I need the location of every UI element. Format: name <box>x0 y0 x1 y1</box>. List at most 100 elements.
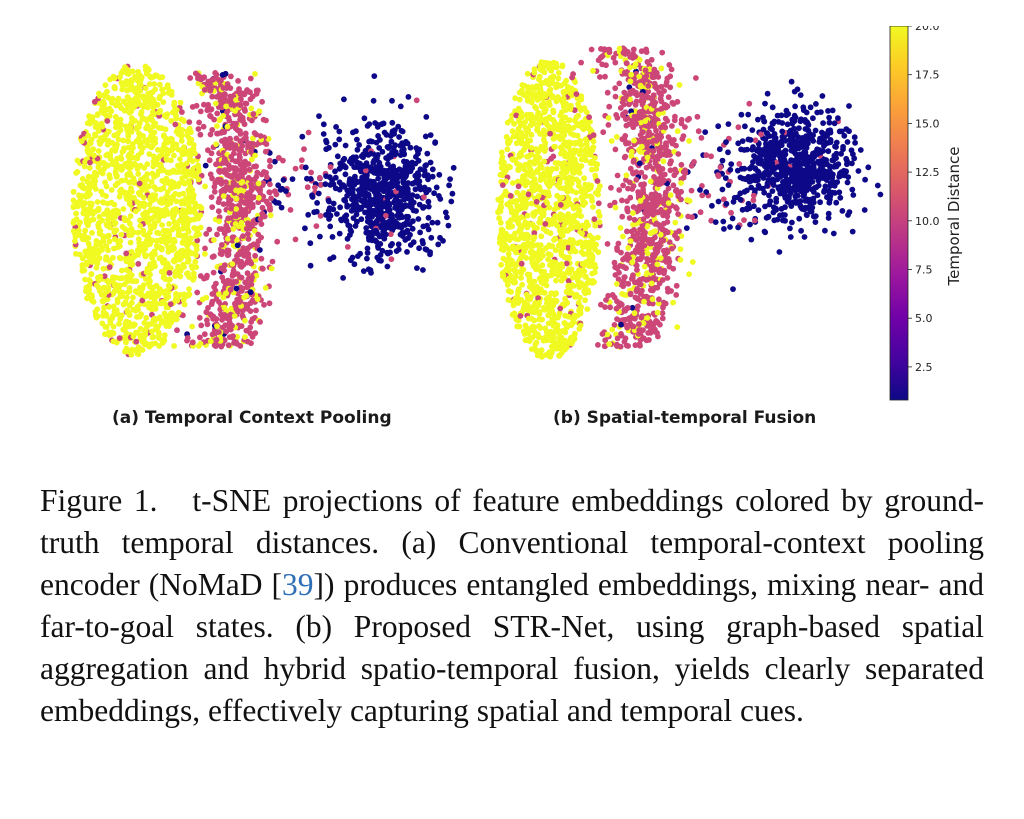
scatter-point <box>151 81 158 87</box>
scatter-point <box>218 129 225 136</box>
scatter-point <box>528 346 535 352</box>
scatter-point <box>148 94 154 101</box>
scatter-point <box>108 210 115 216</box>
scatter-point <box>244 270 251 277</box>
scatter-point <box>323 173 329 180</box>
scatter-point <box>96 230 103 237</box>
scatter-point <box>676 82 683 88</box>
scatter-point <box>425 176 431 183</box>
scatter-point <box>232 125 239 132</box>
scatter-point <box>165 85 171 91</box>
scatter-point <box>377 241 384 247</box>
scatter-point <box>192 210 198 216</box>
scatter-point <box>635 303 641 310</box>
scatter-point <box>708 217 715 224</box>
scatter-point <box>660 304 666 311</box>
scatter-point <box>788 78 795 85</box>
scatter-point <box>396 134 402 140</box>
scatter-point <box>166 170 172 176</box>
scatter-point <box>111 221 118 228</box>
scatter-point <box>813 101 819 107</box>
scatter-point <box>727 224 733 230</box>
scatter-point <box>236 174 243 180</box>
scatter-point <box>188 263 195 269</box>
scatter-point <box>351 164 358 171</box>
scatter-point <box>627 54 634 60</box>
scatter-point <box>177 273 184 280</box>
scatter-point <box>525 191 532 198</box>
scatter-point <box>765 177 772 184</box>
scatter-point <box>381 129 388 136</box>
scatter-point <box>202 162 209 169</box>
scatter-point <box>171 258 178 265</box>
scatter-point <box>135 261 142 267</box>
scatter-point <box>155 109 162 116</box>
scatter-point <box>745 111 752 118</box>
scatter-point <box>194 289 201 296</box>
scatter-point <box>260 116 267 123</box>
scatter-point <box>350 215 357 222</box>
scatter-point <box>350 129 356 136</box>
scatter-point <box>783 112 790 119</box>
scatter-point <box>166 270 173 276</box>
scatter-point <box>267 181 273 188</box>
scatter-point <box>87 217 94 224</box>
scatter-point <box>325 197 332 204</box>
scatter-point <box>414 170 421 177</box>
scatter-point <box>738 146 744 153</box>
scatter-point <box>798 227 804 234</box>
scatter-point <box>228 205 234 212</box>
scatter-point <box>201 275 207 282</box>
scatter-point <box>423 189 430 196</box>
scatter-point <box>106 264 113 270</box>
scatter-point <box>375 175 382 182</box>
scatter-point <box>383 155 389 161</box>
scatter-point <box>403 138 409 145</box>
scatter-point <box>209 175 216 182</box>
scatter-point <box>307 262 314 269</box>
scatter-point <box>202 245 208 252</box>
scatter-point <box>210 76 217 83</box>
scatter-point <box>118 255 124 262</box>
scatter-point <box>784 121 791 128</box>
scatter-point <box>769 126 775 133</box>
scatter-point <box>248 117 255 124</box>
scatter-point <box>211 284 218 290</box>
scatter-point <box>721 226 727 232</box>
scatter-point <box>233 187 240 194</box>
scatter-point <box>167 185 174 192</box>
scatter-point <box>216 226 223 232</box>
scatter-point <box>163 240 169 247</box>
tsne-scatter-panel-b <box>495 45 884 360</box>
scatter-point <box>124 80 130 87</box>
scatter-point <box>833 139 840 146</box>
scatter-point <box>514 323 521 330</box>
scatter-point <box>89 230 95 236</box>
scatter-point <box>82 276 88 283</box>
scatter-point <box>137 144 144 150</box>
scatter-point <box>769 188 776 195</box>
scatter-point <box>742 123 748 130</box>
scatter-point <box>735 140 742 147</box>
scatter-point <box>124 94 131 100</box>
scatter-point <box>245 231 251 237</box>
scatter-point <box>406 221 413 228</box>
scatter-point <box>84 212 90 219</box>
scatter-point <box>664 75 671 82</box>
scatter-point <box>403 213 410 220</box>
scatter-point <box>85 132 92 139</box>
scatter-point <box>644 59 651 65</box>
scatter-point <box>247 308 254 314</box>
scatter-point <box>388 138 395 145</box>
scatter-point <box>822 183 829 190</box>
scatter-point <box>373 164 379 170</box>
scatter-point <box>242 317 248 324</box>
scatter-point <box>209 93 216 100</box>
scatter-point <box>162 126 169 133</box>
scatter-point <box>399 142 406 149</box>
scatter-point <box>680 174 687 181</box>
scatter-point <box>171 238 178 245</box>
scatter-point <box>70 220 77 226</box>
scatter-point <box>163 156 170 163</box>
scatter-point <box>640 320 647 327</box>
